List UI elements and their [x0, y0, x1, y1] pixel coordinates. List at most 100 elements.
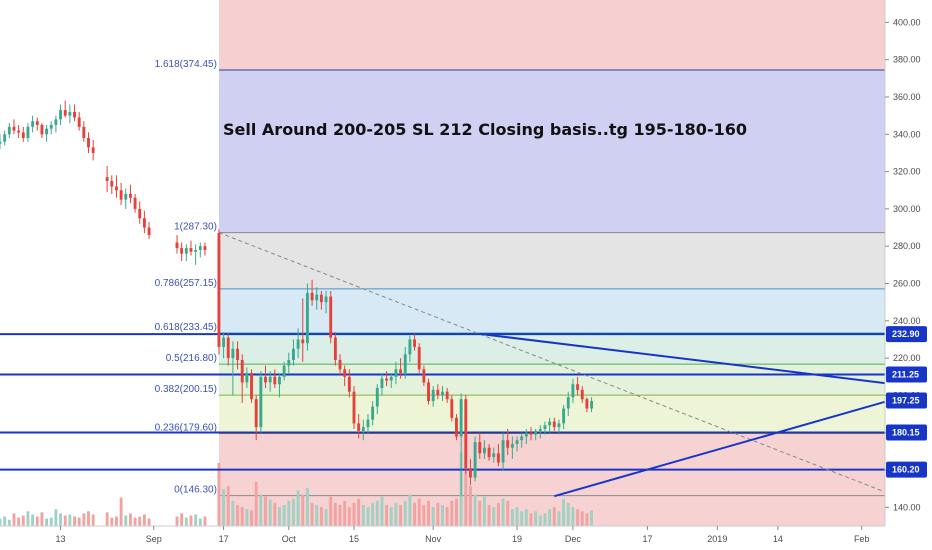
candle[interactable] [236, 348, 239, 360]
candle[interactable] [538, 429, 542, 431]
candle[interactable] [389, 376, 393, 381]
candle[interactable] [40, 124, 44, 135]
candle[interactable] [119, 190, 123, 200]
candle[interactable] [375, 387, 379, 407]
candle[interactable] [31, 121, 35, 127]
candle[interactable] [54, 119, 58, 125]
candle[interactable] [459, 399, 463, 437]
candle[interactable] [91, 147, 95, 153]
candle[interactable] [496, 453, 500, 463]
candle[interactable] [21, 132, 25, 139]
candle[interactable] [562, 408, 566, 424]
candle[interactable] [441, 391, 444, 396]
candle[interactable] [478, 442, 482, 454]
candle[interactable] [287, 359, 291, 366]
candle[interactable] [487, 447, 491, 457]
candle[interactable] [347, 376, 351, 392]
candle[interactable] [338, 359, 342, 370]
trendline[interactable] [479, 332, 895, 386]
candle[interactable] [585, 399, 589, 409]
candle[interactable] [534, 430, 538, 435]
candle[interactable] [329, 296, 333, 338]
candle[interactable] [399, 369, 403, 374]
candle[interactable] [175, 242, 179, 249]
candle[interactable] [548, 421, 552, 426]
candle[interactable] [63, 110, 67, 116]
candle[interactable] [26, 126, 30, 139]
candle[interactable] [49, 124, 53, 129]
candle[interactable] [184, 248, 188, 254]
candle[interactable] [217, 233, 221, 347]
candle[interactable] [128, 193, 132, 198]
candle[interactable] [142, 218, 146, 228]
candle[interactable] [12, 126, 16, 131]
candle[interactable] [305, 292, 309, 344]
candle[interactable] [408, 339, 412, 355]
candle[interactable] [301, 339, 305, 344]
candle[interactable] [278, 376, 281, 385]
candle[interactable] [259, 376, 263, 428]
price-badge[interactable] [886, 461, 927, 478]
candle[interactable] [296, 339, 300, 349]
candle[interactable] [580, 389, 584, 400]
candle[interactable] [189, 248, 193, 252]
price-badge[interactable] [886, 326, 927, 343]
candle[interactable] [385, 378, 389, 381]
candle[interactable] [422, 369, 426, 383]
candle[interactable] [292, 348, 295, 360]
candle[interactable] [231, 348, 235, 359]
candle[interactable] [264, 376, 267, 383]
candle[interactable] [524, 432, 528, 437]
candle[interactable] [520, 436, 524, 441]
candle[interactable] [436, 389, 440, 396]
candle[interactable] [576, 384, 580, 390]
price-badge[interactable] [886, 392, 927, 409]
candle[interactable] [571, 384, 575, 398]
candle[interactable] [529, 432, 533, 435]
trendline[interactable] [554, 398, 895, 498]
candle[interactable] [245, 373, 249, 383]
candle[interactable] [7, 126, 11, 135]
candle[interactable] [226, 337, 230, 359]
candle[interactable] [180, 248, 184, 254]
candle[interactable] [515, 440, 519, 444]
price-badge[interactable] [886, 424, 927, 441]
candle[interactable] [394, 369, 398, 377]
price-badge[interactable] [886, 366, 927, 383]
candle[interactable] [557, 423, 561, 428]
candle[interactable] [315, 294, 319, 301]
candle[interactable] [543, 425, 547, 430]
candle[interactable] [198, 246, 202, 250]
candle[interactable] [473, 442, 477, 478]
candle[interactable] [566, 397, 570, 409]
candle[interactable] [110, 180, 114, 187]
candle[interactable] [203, 246, 207, 250]
candle[interactable] [138, 208, 142, 219]
candle[interactable] [194, 249, 198, 252]
candle[interactable] [319, 294, 323, 303]
candle[interactable] [268, 376, 272, 383]
candle[interactable] [445, 391, 449, 400]
candle[interactable] [492, 453, 496, 457]
candle[interactable] [413, 339, 416, 347]
candle[interactable] [352, 391, 356, 424]
candle[interactable] [366, 419, 370, 428]
candle[interactable] [82, 126, 86, 139]
candle[interactable] [357, 423, 361, 431]
candle[interactable] [427, 382, 430, 402]
candle[interactable] [73, 111, 76, 118]
candle[interactable] [310, 292, 314, 301]
candle[interactable] [417, 346, 421, 370]
candle[interactable] [273, 376, 277, 385]
candle[interactable] [455, 417, 458, 437]
candle[interactable] [464, 399, 468, 469]
candle[interactable] [3, 134, 7, 142]
candle[interactable] [59, 110, 62, 120]
candle[interactable] [450, 399, 454, 418]
candle[interactable] [324, 296, 328, 303]
candle[interactable] [254, 399, 258, 428]
candle[interactable] [124, 193, 128, 200]
candle[interactable] [343, 369, 347, 377]
candle[interactable] [380, 378, 384, 388]
